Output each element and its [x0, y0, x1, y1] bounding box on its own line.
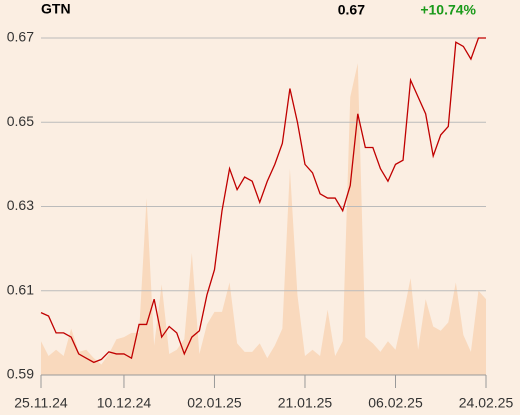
x-tick-label: 10.12.24 [97, 395, 152, 411]
chart-title: GTN [41, 1, 71, 17]
last-price: 0.67 [338, 2, 365, 18]
x-tick-label: 21.01.25 [278, 395, 333, 411]
y-tick-label: 0.59 [7, 366, 34, 382]
y-tick-label: 0.61 [7, 281, 34, 297]
y-tick-label: 0.63 [7, 197, 34, 213]
x-tick-label: 24.02.25 [459, 395, 514, 411]
price-change: +10.74% [420, 2, 476, 18]
y-tick-label: 0.65 [7, 113, 34, 129]
x-tick-label: 25.11.24 [14, 395, 68, 411]
y-tick-label: 0.67 [7, 29, 34, 45]
volume-area [41, 63, 486, 376]
x-tick-label: 06.02.25 [368, 395, 423, 411]
x-tick-label: 02.01.25 [187, 395, 242, 411]
price-line [40, 37, 486, 364]
